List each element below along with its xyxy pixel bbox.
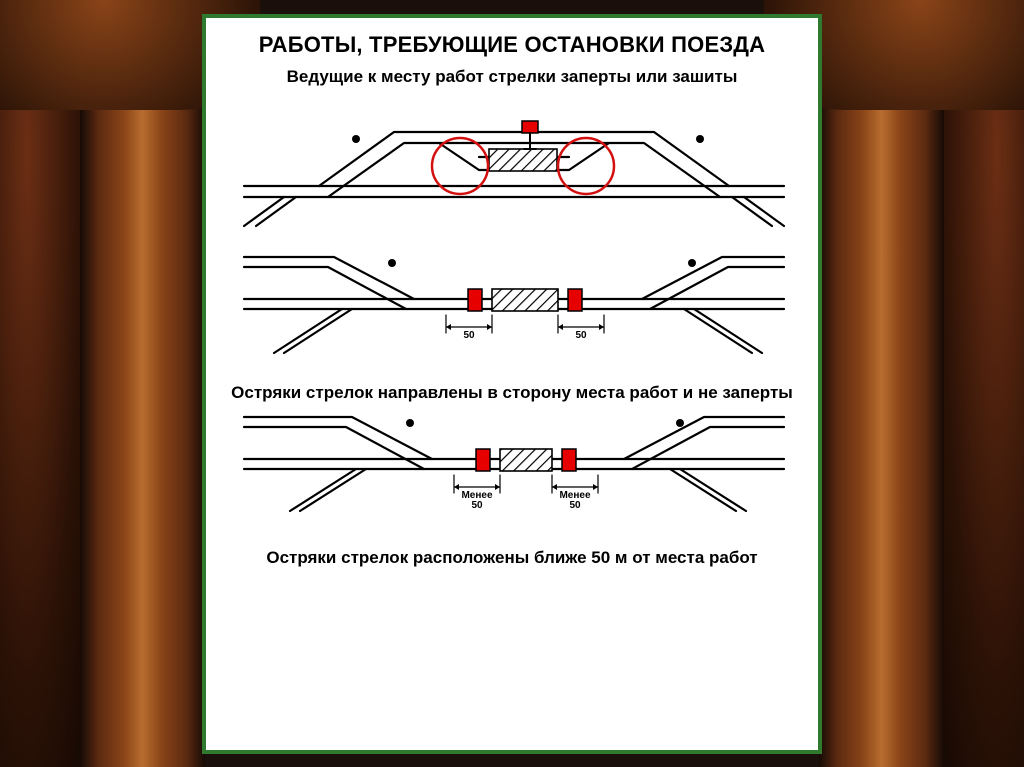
svg-text:50: 50 bbox=[463, 330, 475, 341]
diagram-3: Менее50Менее50 bbox=[224, 409, 804, 544]
poster-title: РАБОТЫ, ТРЕБУЮЩИЕ ОСТАНОВКИ ПОЕЗДА bbox=[224, 32, 800, 57]
diagram1-caption: Ведущие к месту работ стрелки заперты ил… bbox=[224, 67, 800, 88]
svg-text:50: 50 bbox=[471, 500, 483, 511]
diagram-2: 50 50 bbox=[224, 249, 804, 379]
svg-text:50: 50 bbox=[575, 330, 587, 341]
poster: РАБОТЫ, ТРЕБУЮЩИЕ ОСТАНОВКИ ПОЕЗДА Ведущ… bbox=[202, 14, 822, 754]
diagram2-caption: Остряки стрелок направлены в сторону мес… bbox=[224, 383, 800, 404]
slide-stage: РАБОТЫ, ТРЕБУЮЩИЕ ОСТАНОВКИ ПОЕЗДА Ведущ… bbox=[0, 0, 1024, 767]
svg-text:50: 50 bbox=[569, 500, 581, 511]
diagram-1 bbox=[224, 94, 804, 249]
diagram3-caption: Остряки стрелок расположены ближе 50 м о… bbox=[224, 548, 800, 569]
curtain-panel bbox=[80, 0, 205, 767]
curtain-panel bbox=[819, 0, 944, 767]
curtain-panel bbox=[0, 0, 90, 767]
curtain-panel bbox=[934, 0, 1024, 767]
